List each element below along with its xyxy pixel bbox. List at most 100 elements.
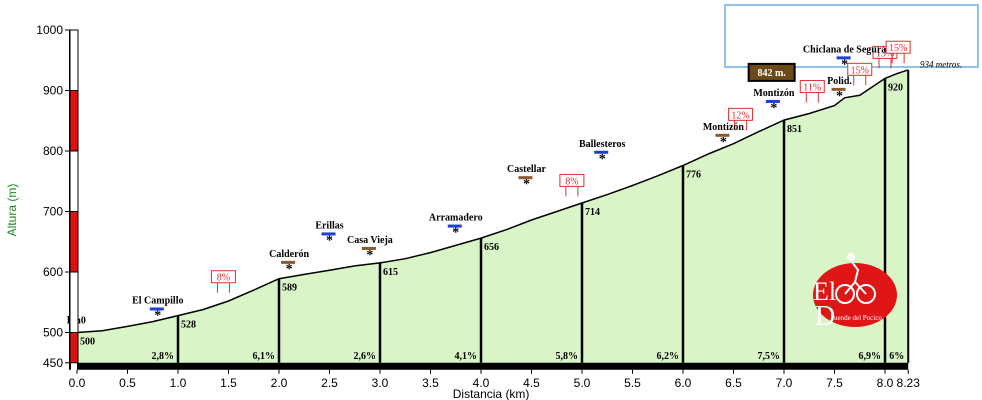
- x-tick-label: 8.0: [877, 376, 894, 390]
- place-name-label: Castellar: [507, 164, 546, 175]
- segment-gradient-label: 2,6%: [354, 351, 377, 362]
- x-tick-label: 4.0: [473, 376, 490, 390]
- segment-elevation-label: 528: [181, 320, 196, 331]
- direction-arrow-icon: [518, 176, 533, 180]
- segment-gradient-label: 5,8%: [556, 351, 579, 362]
- distance-bar: [77, 362, 909, 370]
- y-axis-band: [69, 150, 79, 212]
- segment-elevation-label: 615: [383, 267, 398, 278]
- max-gradient-label: 8%: [565, 176, 578, 187]
- y-axis-band: [69, 90, 79, 152]
- summit-altitude-label: 934 metros.: [920, 60, 962, 70]
- segment-drop-lines: [75, 78, 887, 363]
- elevation-labels: 500 528 589 615 656 714 776 851 920: [80, 82, 903, 347]
- y-tick-label: 1000: [36, 23, 63, 37]
- landmark-asterisk-icon: *: [599, 152, 606, 167]
- y-axis: 450 500 600 700 800 900 1000 Altura (m): [5, 23, 79, 370]
- max-gradient-box: [210, 270, 236, 284]
- segment-elevation-label: 714: [585, 207, 600, 218]
- logo-rider: [844, 261, 867, 295]
- x-tick-label: 4.5: [523, 376, 540, 390]
- x-tick-label: 3.5: [422, 376, 439, 390]
- x-tick-label: 5.5: [624, 376, 641, 390]
- profile-line: [76, 69, 909, 334]
- place-name-label: Ballesteros: [579, 139, 626, 150]
- x-tick-label: 2.0: [271, 376, 288, 390]
- max-gradient-box: [799, 80, 825, 94]
- summit-elevation-box-label: 842 m.: [757, 68, 786, 79]
- place-name-label: Erillas: [315, 220, 343, 231]
- y-axis-band: [69, 29, 79, 91]
- x-axis: 0.0 0.5 1.0 1.5 2.0 2.5 3.0 3.5 4.0 4.5 5.0 5.5 6.0 6…: [69, 369, 921, 400]
- logo-caption: uende del Pocico: [834, 314, 882, 322]
- profile-area-group: [76, 69, 910, 363]
- landmark-asterisk-icon: *: [366, 248, 373, 263]
- logo-bike-front-wheel: [835, 284, 855, 304]
- max-gradient-label: 12%: [731, 110, 749, 121]
- direction-arrow-icon: [831, 87, 846, 91]
- segment-gradient-label: 6,1%: [253, 351, 276, 362]
- duende-del-pocico-logo: El D uende del Pocico: [813, 253, 897, 332]
- logo-rider-head: [847, 253, 855, 261]
- logo-letter-d: D: [815, 301, 835, 332]
- segment-elevation-label: 589: [282, 283, 297, 294]
- logo-bike-rear-wheel: [856, 284, 876, 304]
- y-tick-label: 600: [43, 265, 63, 279]
- landmark-asterisk-icon: *: [326, 233, 333, 248]
- direction-arrow-icon: [836, 56, 851, 60]
- x-tick-label: 7.0: [776, 376, 793, 390]
- max-gradient-label: 15%: [889, 43, 907, 54]
- landmark-asterisk-icon: *: [286, 262, 293, 277]
- segment-gradient-label: 2,8%: [152, 351, 175, 362]
- segment-elevation-label: 500: [80, 337, 95, 348]
- direction-arrow-icon: [447, 224, 462, 228]
- max-gradient-box: [728, 107, 754, 121]
- max-gradient-box: [885, 40, 911, 54]
- x-tick-label: 8.23: [897, 376, 921, 390]
- x-tick-label: 6.0: [675, 376, 692, 390]
- x-tick-label: 2.5: [321, 376, 338, 390]
- direction-arrow-icon: [361, 246, 376, 250]
- landmark-asterisk-icon: *: [720, 135, 727, 150]
- y-axis-band: [69, 332, 79, 364]
- logo-letters-el: El: [813, 277, 836, 306]
- direction-arrow-icon: [715, 133, 730, 137]
- y-tick-label: 700: [43, 205, 63, 219]
- landmark-asterisk-icon: *: [841, 57, 848, 72]
- direction-arrow-icon: [281, 260, 296, 264]
- segment-gradient-label: 6%: [889, 351, 904, 362]
- summit-elevation-box: [747, 62, 796, 82]
- place-name-label: Casa Vieja: [347, 235, 393, 246]
- place-labels: El Campillo * Calderón * Erillas * Casa Vieja *…: [67, 44, 962, 326]
- x-tick-label: 0.0: [69, 376, 86, 390]
- place-name-label: Polid.: [827, 76, 852, 87]
- x-tick-label: 6.5: [725, 376, 742, 390]
- segment-gradient-label: 6,9%: [859, 351, 882, 362]
- landmark-asterisk-icon: *: [523, 177, 530, 192]
- x-tick-label: 1.5: [220, 376, 237, 390]
- segment-gradient-label: 4,1%: [455, 351, 478, 362]
- landmark-asterisk-icon: *: [770, 101, 777, 116]
- y-tick-label: 900: [43, 84, 63, 98]
- segment-elevation-label: 851: [787, 124, 802, 135]
- place-name-label: Chiclana de Segura: [803, 44, 886, 55]
- logo-oval: [813, 263, 897, 327]
- segment-elevation-label: 776: [686, 170, 701, 181]
- y-axis-band: [69, 271, 79, 333]
- direction-arrow-icon: [321, 232, 336, 236]
- max-gradient-label: 11%: [803, 83, 821, 94]
- max-gradient-label: 8%: [217, 273, 230, 284]
- place-name-label: El Campillo: [132, 295, 183, 306]
- segment-elevation-label: 920: [888, 82, 903, 93]
- x-tick-label: 1.0: [170, 376, 187, 390]
- y-axis-title: Altura (m): [5, 184, 19, 237]
- landmark-asterisk-icon: *: [452, 226, 459, 241]
- y-tick-label: 500: [43, 326, 63, 340]
- max-gradient-box: [847, 62, 873, 76]
- segment-gradient-label: 7,5%: [758, 351, 781, 362]
- y-tick-label: 800: [43, 144, 63, 158]
- segment-gradient-labels: 2,8% 6,1% 2,6% 4,1% 5,8% 6,2% 7,5% 6,9% 6%: [77, 351, 909, 370]
- direction-arrow-icon: [765, 99, 780, 103]
- max-gradient-box: [559, 173, 585, 187]
